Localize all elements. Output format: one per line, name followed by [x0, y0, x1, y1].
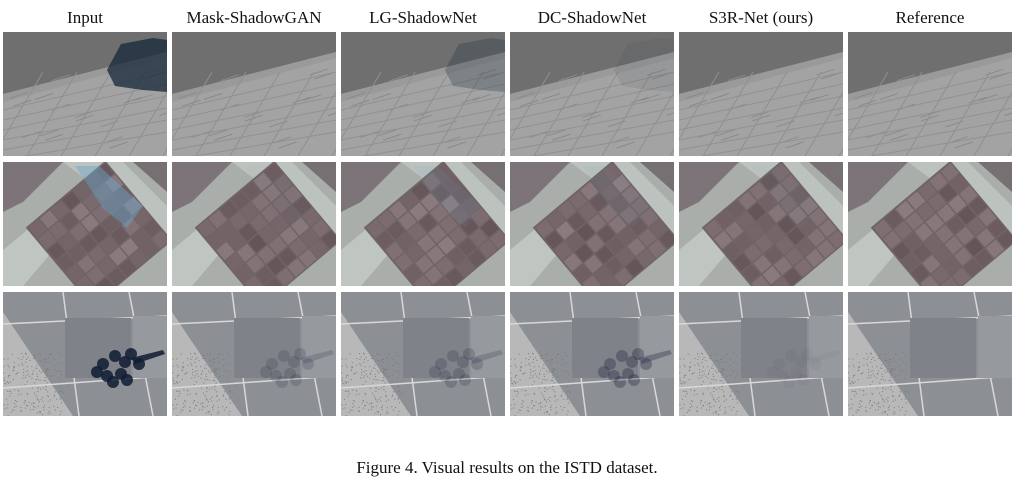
result-image-r3-c6 — [848, 292, 1012, 416]
shadow-region — [767, 348, 841, 388]
column-headers: Input Mask-ShadowGAN LG-ShadowNet DC-Sha… — [0, 0, 1014, 32]
paved-stone-with-curb-photo — [341, 32, 505, 156]
granite-slabs-photo — [510, 292, 674, 416]
result-image-r2-c1 — [3, 162, 167, 286]
column-header-lg-shadownet: LG-ShadowNet — [369, 8, 477, 27]
result-image-r2-c3 — [341, 162, 505, 286]
granite-slabs-photo — [679, 292, 843, 416]
result-image-r1-c1 — [3, 32, 167, 156]
result-image-r1-c4 — [510, 32, 674, 156]
granite-slabs-photo — [3, 292, 167, 416]
result-image-r3-c4 — [510, 292, 674, 416]
column-header-reference: Reference — [895, 8, 965, 27]
shadow-region — [445, 38, 505, 92]
shadow-region — [582, 166, 650, 228]
figure-caption: Figure 4. Visual results on the ISTD dat… — [356, 458, 658, 477]
shadow-region — [429, 348, 503, 388]
column-header-input: Input — [67, 8, 103, 27]
shadow-region — [91, 348, 165, 388]
tiled-square-with-light-paths-photo — [679, 162, 843, 286]
paved-stone-with-curb-photo — [172, 32, 336, 156]
result-image-r3-c1 — [3, 292, 167, 416]
tiled-square-with-light-paths-photo — [510, 162, 674, 286]
paved-stone-with-curb-photo — [848, 32, 1012, 156]
result-image-r3-c3 — [341, 292, 505, 416]
tiled-square-with-light-paths-photo — [341, 162, 505, 286]
result-image-r2-c4 — [510, 162, 674, 286]
result-image-r3-c5 — [679, 292, 843, 416]
result-image-r1-c2 — [172, 32, 336, 156]
column-header-s3r-net: S3R-Net (ours) — [708, 8, 814, 27]
paved-stone-with-curb-photo — [3, 32, 167, 156]
column-header-mask-shadowgan: Mask-ShadowGAN — [186, 8, 322, 27]
tiled-square-with-light-paths-photo — [3, 162, 167, 286]
result-image-r3-c2 — [172, 292, 336, 416]
results-image-grid — [3, 32, 1012, 416]
tiled-square-with-light-paths-photo — [848, 162, 1012, 286]
column-header-dc-shadownet: DC-ShadowNet — [537, 8, 647, 27]
shadow-region — [614, 38, 674, 92]
result-image-r1-c5 — [679, 32, 843, 156]
shadow-region — [107, 38, 167, 92]
result-image-r2-c5 — [679, 162, 843, 286]
shadow-region — [260, 348, 334, 388]
granite-slabs-photo — [848, 292, 1012, 416]
result-image-r2-c6 — [848, 162, 1012, 286]
shadow-region — [413, 166, 481, 228]
result-image-r1-c6 — [848, 32, 1012, 156]
shadow-region — [751, 166, 819, 228]
shadow-region — [75, 166, 143, 228]
result-image-r2-c2 — [172, 162, 336, 286]
paved-stone-with-curb-photo — [510, 32, 674, 156]
shadow-region — [598, 348, 672, 388]
granite-slabs-photo — [341, 292, 505, 416]
granite-slabs-photo — [172, 292, 336, 416]
tiled-square-with-light-paths-photo — [172, 162, 336, 286]
result-image-r1-c3 — [341, 32, 505, 156]
paved-stone-with-curb-photo — [679, 32, 843, 156]
